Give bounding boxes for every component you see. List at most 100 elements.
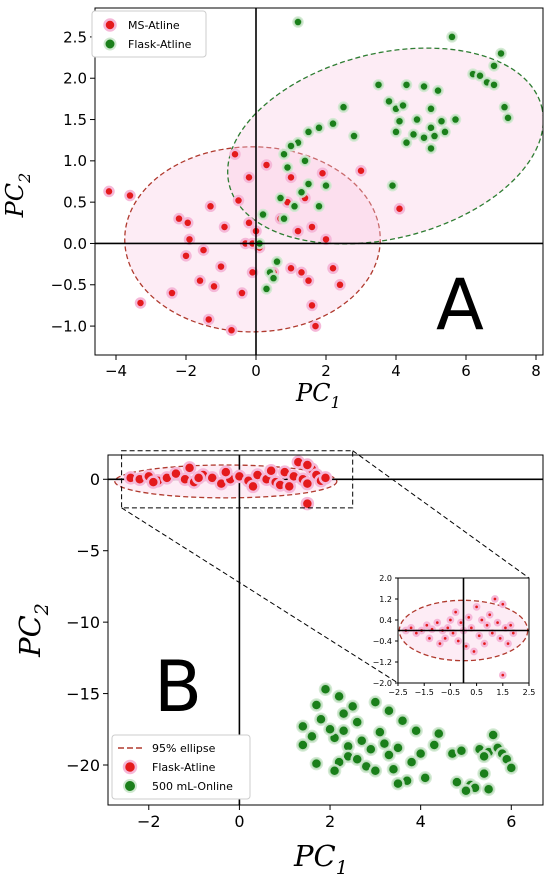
flask-atline-point bbox=[285, 140, 297, 152]
online-500ml-point bbox=[450, 775, 464, 789]
y-tick-label: 0.0 bbox=[63, 235, 87, 253]
online-500ml-point bbox=[477, 749, 491, 764]
flask-atline-point bbox=[372, 79, 385, 91]
flask-atline-point bbox=[348, 130, 360, 142]
flask-atline-point bbox=[428, 130, 441, 142]
flask-atline-point-b bbox=[318, 471, 333, 485]
online-500ml-point bbox=[454, 743, 469, 758]
flask-atline-point bbox=[432, 84, 444, 97]
panel-b-zoom-box bbox=[121, 450, 530, 684]
flask-atline-point bbox=[488, 60, 500, 72]
flask-atline-point bbox=[278, 212, 290, 225]
flask-atline-point-b bbox=[300, 476, 315, 491]
panel-b-legend-box bbox=[111, 734, 251, 800]
ms-atline-point bbox=[355, 165, 367, 177]
online-500ml-point bbox=[364, 742, 378, 757]
inset-point bbox=[491, 595, 499, 603]
flask-atline-point bbox=[299, 155, 311, 167]
ms-atline-point bbox=[302, 274, 315, 287]
flask-atline-point bbox=[383, 95, 395, 108]
flask-atline-point bbox=[274, 192, 287, 204]
flask-atline-point bbox=[267, 272, 280, 284]
online-500ml-point bbox=[368, 695, 383, 709]
y-tick-label: 2.0 bbox=[379, 574, 392, 583]
flask-atline-point bbox=[271, 255, 283, 268]
online-500ml-point bbox=[377, 736, 392, 751]
ms-atline-point bbox=[320, 233, 332, 246]
y-tick-label: 2.5 bbox=[63, 28, 87, 46]
legend-marker-flask-atline-b bbox=[122, 759, 138, 775]
panel-b-inset: −2.5 −1.5 −0.5 0.5 1.5 2.5 2.0 1.2 0.4 −0.4 −1.2 −2… bbox=[373, 574, 536, 697]
flask-atline-point-b bbox=[282, 479, 296, 494]
flask-atline-point bbox=[495, 47, 507, 60]
online-500ml-point bbox=[296, 719, 310, 734]
inset-point bbox=[441, 634, 450, 643]
flask-atline-point bbox=[302, 126, 315, 138]
ms-atline-point bbox=[215, 260, 227, 273]
ms-atline-point bbox=[285, 171, 297, 184]
x-tick-label: 4 bbox=[416, 812, 426, 831]
x-tick-label: −0.5 bbox=[441, 688, 460, 697]
flask-atline-point-b bbox=[191, 471, 206, 485]
x-tick-label: 6 bbox=[506, 812, 516, 831]
flask-atline-point bbox=[446, 31, 458, 43]
flask-atline-point-b bbox=[219, 465, 233, 479]
inset-point bbox=[464, 613, 473, 622]
ms-atline-point bbox=[183, 233, 196, 246]
ms-atline-point bbox=[204, 200, 217, 213]
inset-point bbox=[506, 621, 515, 630]
online-500ml-point bbox=[427, 738, 441, 752]
y-tick-label: −0.5 bbox=[51, 276, 87, 294]
legend-label-flask-atline: Flask-Atline bbox=[128, 38, 192, 51]
ms-atline-point bbox=[103, 185, 115, 198]
confidence-ellipse-95 bbox=[227, 47, 543, 245]
online-500ml-point bbox=[368, 763, 383, 778]
ms-atline-point bbox=[306, 221, 318, 233]
ms-atline-point bbox=[309, 320, 322, 332]
online-500ml-point bbox=[432, 726, 446, 741]
online-500ml-point bbox=[386, 762, 401, 777]
inset-point bbox=[470, 647, 478, 656]
ms-atline-point bbox=[285, 262, 297, 274]
inset-point bbox=[475, 631, 484, 640]
online-500ml-point bbox=[327, 763, 342, 778]
flask-atline-point-b bbox=[146, 475, 161, 489]
y-tick-label: −5 bbox=[76, 541, 100, 560]
inset-point bbox=[436, 639, 444, 648]
x-tick-label: 0 bbox=[234, 812, 244, 831]
flask-atline-point bbox=[327, 117, 339, 130]
inset-point bbox=[446, 616, 455, 624]
online-500ml-point bbox=[391, 776, 405, 791]
flask-atline-point bbox=[425, 142, 437, 155]
panel-b-x-axis-label: PC1 bbox=[293, 839, 348, 879]
flask-atline-point bbox=[488, 79, 500, 91]
flask-atline-point bbox=[400, 136, 413, 149]
inset-frame bbox=[397, 577, 530, 684]
online-500ml-point bbox=[309, 756, 324, 771]
online-500ml-point bbox=[418, 771, 432, 785]
inset-ticks: −2.5 −1.5 −0.5 0.5 1.5 2.5 2.0 1.2 0.4 −0.4 −1.2 −2… bbox=[373, 574, 536, 697]
confidence-ellipse-95 bbox=[114, 464, 338, 499]
y-tick-label: 2.0 bbox=[63, 70, 87, 88]
x-tick-label: −4 bbox=[105, 362, 127, 380]
inset-point bbox=[509, 629, 518, 637]
online-500ml-point bbox=[481, 782, 496, 797]
ms-atline-point bbox=[243, 171, 255, 184]
flask-atline-point bbox=[302, 178, 315, 190]
x-tick-label: 4 bbox=[391, 362, 401, 380]
x-tick-label: 6 bbox=[461, 362, 471, 380]
flask-atline-point bbox=[449, 113, 462, 126]
inset-point bbox=[472, 603, 481, 611]
inset-point bbox=[496, 634, 505, 643]
inset-point bbox=[483, 621, 491, 630]
flask-atline-point bbox=[295, 186, 308, 198]
y-tick-label: −10 bbox=[66, 613, 100, 632]
ms-atline-point bbox=[225, 324, 238, 336]
flask-atline-point-b bbox=[182, 461, 197, 475]
y-tick-label: −20 bbox=[66, 756, 100, 775]
online-500ml-point bbox=[350, 715, 364, 729]
flask-atline-point bbox=[439, 126, 451, 138]
online-500ml-point bbox=[350, 752, 364, 767]
flask-atline-point bbox=[278, 148, 290, 160]
x-tick-label: −2.5 bbox=[388, 688, 407, 697]
